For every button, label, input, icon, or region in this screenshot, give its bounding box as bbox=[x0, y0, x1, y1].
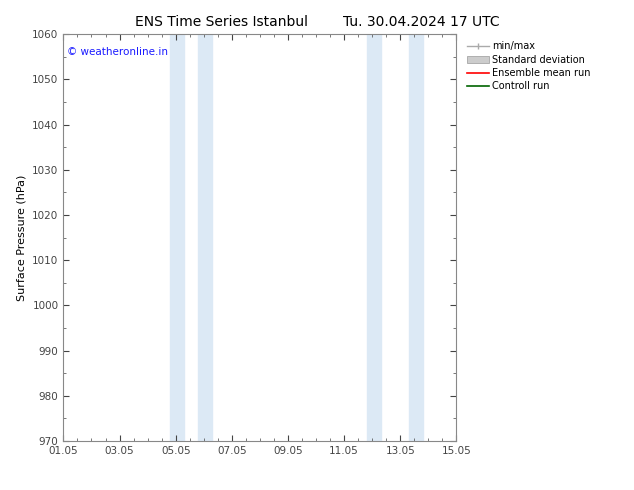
Text: ENS Time Series Istanbul        Tu. 30.04.2024 17 UTC: ENS Time Series Istanbul Tu. 30.04.2024 … bbox=[134, 15, 500, 29]
Y-axis label: Surface Pressure (hPa): Surface Pressure (hPa) bbox=[16, 174, 27, 301]
Text: © weatheronline.in: © weatheronline.in bbox=[67, 47, 169, 56]
Bar bbox=[170, 34, 184, 441]
Bar bbox=[366, 34, 380, 441]
Bar bbox=[198, 34, 212, 441]
Bar bbox=[409, 34, 423, 441]
Legend: min/max, Standard deviation, Ensemble mean run, Controll run: min/max, Standard deviation, Ensemble me… bbox=[465, 39, 593, 93]
